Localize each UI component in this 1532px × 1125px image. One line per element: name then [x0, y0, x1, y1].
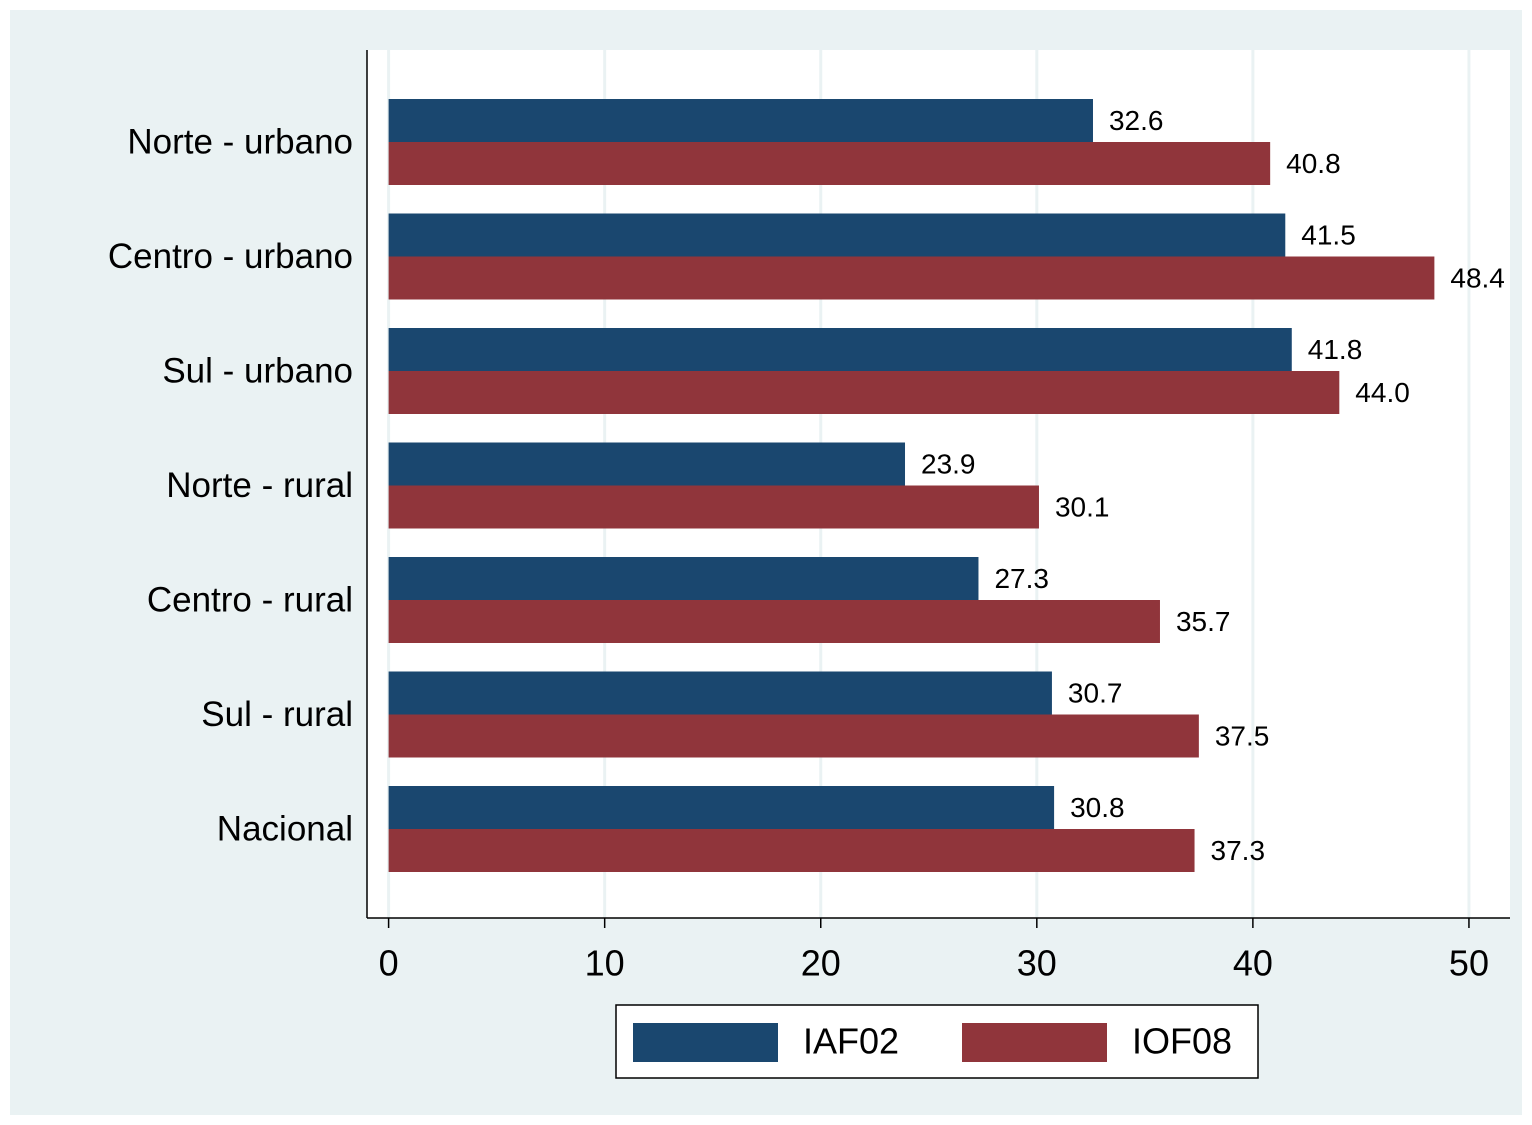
value-label: 32.6 — [1109, 105, 1164, 136]
value-label: 37.5 — [1215, 720, 1270, 751]
legend-label: IOF08 — [1132, 1021, 1232, 1062]
bar — [388, 600, 1160, 643]
y-tick-label: Centro - urbano — [108, 237, 353, 276]
x-tick-label: 50 — [1449, 943, 1489, 984]
bar — [388, 485, 1039, 529]
bar — [388, 99, 1093, 142]
bar — [388, 671, 1052, 715]
value-label: 41.5 — [1301, 219, 1356, 250]
value-label: 23.9 — [921, 448, 976, 479]
y-tick-label: Centro - rural — [147, 580, 353, 619]
value-label: 40.8 — [1286, 148, 1341, 179]
y-tick-label: Norte - rural — [166, 466, 353, 505]
value-label: 30.7 — [1068, 677, 1123, 708]
x-tick-label: 40 — [1233, 943, 1273, 984]
value-label: 27.3 — [994, 563, 1049, 594]
value-label: 44.0 — [1355, 377, 1410, 408]
bar — [388, 557, 979, 600]
y-tick-label: Norte - urbano — [127, 122, 353, 161]
y-tick-label: Sul - urbano — [162, 351, 353, 390]
value-label: 37.3 — [1211, 835, 1266, 866]
value-label: 35.7 — [1176, 606, 1231, 637]
bar — [388, 829, 1195, 872]
legend-swatch — [633, 1023, 778, 1062]
bar — [388, 714, 1199, 758]
value-label: 30.1 — [1055, 491, 1110, 522]
bar — [388, 142, 1271, 185]
bar — [388, 213, 1286, 257]
bar — [388, 442, 906, 486]
y-tick-label: Sul - rural — [201, 695, 353, 734]
bar — [388, 256, 1435, 300]
legend-swatch — [962, 1023, 1107, 1062]
bar — [388, 328, 1292, 371]
value-label: 48.4 — [1450, 262, 1505, 293]
x-tick-label: 10 — [585, 943, 625, 984]
x-tick-label: 30 — [1017, 943, 1057, 984]
value-label: 30.8 — [1070, 792, 1125, 823]
legend-label: IAF02 — [803, 1021, 899, 1062]
bar — [388, 371, 1340, 414]
value-label: 41.8 — [1308, 334, 1363, 365]
bar — [388, 786, 1055, 829]
x-tick-label: 20 — [801, 943, 841, 984]
y-tick-label: Nacional — [217, 809, 353, 848]
x-tick-label: 0 — [379, 943, 399, 984]
